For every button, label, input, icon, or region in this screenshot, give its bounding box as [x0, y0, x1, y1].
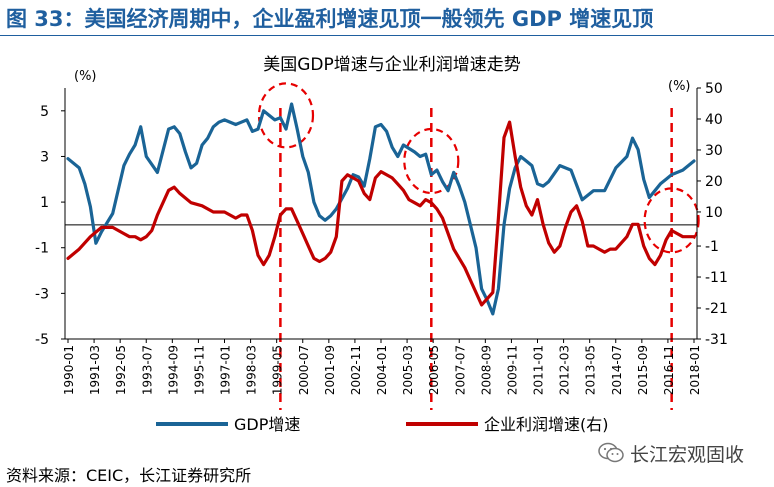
- legend-label-gdp: GDP增速: [234, 415, 300, 434]
- title-divider: [0, 35, 774, 36]
- right-tick-label: -21: [705, 301, 728, 317]
- axes-layer: 5 3 1 -1 -3 -5 50 40 30 20 10 -1 -11 -21 -31 1990-01 199…: [35, 81, 728, 395]
- x-tick-label: 1990-01: [62, 345, 76, 395]
- x-tick-label: 2016-11: [662, 345, 676, 395]
- legend: GDP增速 企业利润增速(右): [156, 415, 609, 434]
- x-tick-label: 1999-05: [271, 345, 285, 395]
- x-tick-label: 2018-01: [688, 345, 702, 395]
- x-tick-label: 1993-07: [140, 345, 154, 395]
- x-tick-label: 1992-05: [114, 345, 128, 395]
- x-tick-label: 1997-01: [219, 345, 233, 395]
- x-tick-label: 2001-09: [323, 345, 337, 395]
- x-tick-label: 2002-11: [349, 345, 363, 395]
- right-tick-label: -11: [705, 270, 728, 286]
- right-tick-label: 50: [705, 81, 723, 97]
- x-tick-label: 2006-05: [427, 345, 441, 395]
- x-tick-label: 1991-03: [88, 345, 102, 395]
- x-tick-label: 2000-07: [297, 345, 311, 395]
- x-tick-label: 1998-03: [245, 345, 259, 395]
- x-tick-label: 2009-11: [505, 345, 519, 395]
- x-tick-label: 2005-03: [401, 345, 415, 395]
- x-tick-label: 2014-07: [610, 345, 624, 395]
- x-tick-label: 2012-03: [558, 345, 572, 395]
- circled-regions: [257, 82, 700, 254]
- right-tick-label: 30: [705, 143, 723, 159]
- source-note: 资料来源：CEIC，长江证券研究所: [6, 466, 252, 485]
- watermark-text: 长江宏观固收: [630, 443, 745, 466]
- right-tick-label: 10: [705, 205, 723, 221]
- x-tick-label: 2008-09: [479, 345, 493, 395]
- profit-growth-line: [66, 120, 696, 307]
- gdp-growth-line: [66, 102, 696, 316]
- figure-title: 图 33：美国经济周期中，企业盈利增速见顶一般领先 GDP 增速见顶: [6, 7, 654, 31]
- x-tick-label: 2007-07: [453, 345, 467, 395]
- chart-title: 美国GDP增速与企业利润增速走势: [263, 55, 521, 75]
- watermark: 长江宏观固收: [598, 438, 744, 468]
- peak-circle: [257, 82, 315, 149]
- left-axis-unit: (%): [74, 69, 97, 84]
- right-tick-label: 20: [705, 174, 723, 190]
- x-tick-label: 1995-11: [192, 345, 206, 395]
- legend-label-profit: 企业利润增速(右): [484, 415, 609, 434]
- peak-circle: [643, 187, 700, 254]
- left-tick-label: 3: [40, 149, 49, 165]
- vertical-markers: [279, 108, 673, 410]
- left-tick-label: -1: [35, 241, 49, 257]
- x-tick-label: 2015-09: [636, 345, 650, 395]
- right-tick-label: -31: [705, 332, 728, 348]
- x-tick-label: 1994-09: [166, 345, 180, 395]
- x-tick-label: 2013-05: [584, 345, 598, 395]
- series-layer: [66, 102, 696, 316]
- left-tick-label: 1: [40, 195, 49, 211]
- left-tick-label: -5: [35, 332, 49, 348]
- wechat-icon: [598, 442, 624, 463]
- right-tick-label: 40: [705, 112, 723, 128]
- line-chart: 美国GDP增速与企业利润增速走势 (%) (%) 5 3 1 -1 -3 -5 50 40 30…: [35, 55, 728, 434]
- peak-circle: [403, 127, 460, 195]
- left-tick-label: -3: [35, 286, 49, 302]
- x-tick-label: 2011-01: [532, 345, 546, 395]
- left-tick-label: 5: [40, 104, 49, 120]
- x-tick-label: 2004-01: [375, 345, 389, 395]
- right-tick-label: -1: [705, 239, 719, 255]
- right-axis-unit: (%): [668, 79, 691, 94]
